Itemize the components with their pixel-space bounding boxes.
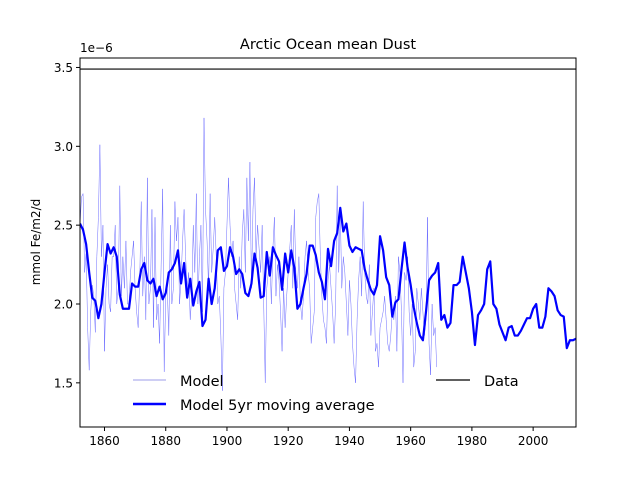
axes: 1860 1880 1900 1920 1940 1960 1980 2000 1.5 2.0 2.… [54,57,577,448]
series-model-line [80,117,437,391]
y-tick-label: 3.5 [54,61,73,75]
y-tick-label: 2.5 [54,219,73,233]
x-tick-label: 1860 [89,434,120,448]
chart-title: Arctic Ocean mean Dust [240,37,416,53]
plot-area [80,68,576,391]
x-tick-label: 1920 [273,434,304,448]
y-tick-label: 2.0 [54,298,73,312]
plot-frame [79,57,577,428]
legend: Model Model 5yr moving average Data [133,374,519,414]
y-axis-label: mmol Fe/m2/d [29,199,43,286]
x-tick-label: 1880 [150,434,181,448]
x-tick-label: 1960 [395,434,426,448]
legend-model-label: Model [180,374,224,390]
legend-data-label: Data [484,374,519,390]
series-moving-average-line [80,206,576,350]
x-tick-label: 1940 [334,434,365,448]
plot-clip-group [80,68,576,391]
y-tick-label: 3.0 [54,140,73,154]
x-tick-label: 2000 [518,434,549,448]
y-tick-label: 1.5 [54,376,73,390]
legend-moving-average-label: Model 5yr moving average [180,398,375,414]
y-offset-label: 1e−6 [80,41,113,55]
x-tick-label: 1980 [457,434,488,448]
x-tick-label: 1900 [212,434,243,448]
